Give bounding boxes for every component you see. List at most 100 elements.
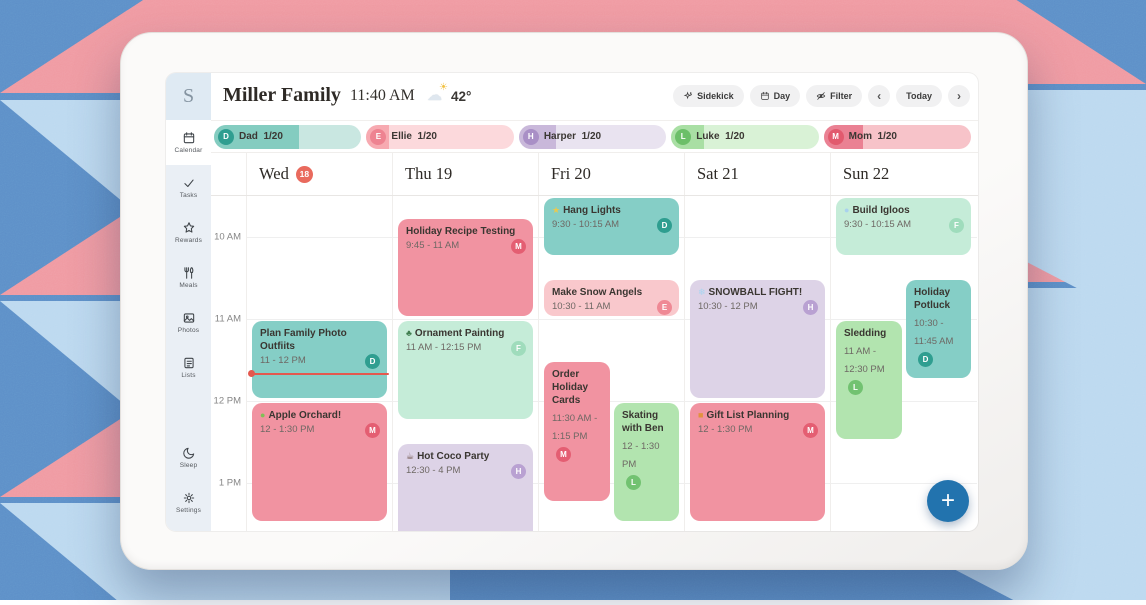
sidebar-item-meals[interactable]: Meals bbox=[166, 255, 211, 300]
event-member-badge: M bbox=[365, 423, 380, 438]
event-time: 9:30 - 10:15 AM bbox=[552, 219, 620, 231]
member-name-count: Luke 1/20 bbox=[696, 131, 745, 142]
igloo-icon: ● bbox=[844, 205, 850, 215]
prev-week-button[interactable]: ‹ bbox=[868, 85, 891, 107]
event-time: 10:30 - 11:45 AM bbox=[914, 318, 954, 347]
today-button[interactable]: Today bbox=[896, 85, 942, 107]
day-column-0: Plan Family Photo Outfiits 11 - 12 PM D … bbox=[246, 196, 393, 531]
sidebar-item-calendar[interactable]: Calendar bbox=[166, 120, 211, 165]
sidebar-item-label: Settings bbox=[175, 507, 202, 514]
calendar-event[interactable]: ♣ Ornament Painting 11 AM - 12:15 PM F bbox=[398, 321, 533, 419]
hour-gridline bbox=[246, 483, 977, 484]
event-footer: 11 AM - 12:15 PM F bbox=[406, 341, 526, 356]
sun-icon: ☀ bbox=[439, 82, 448, 93]
calendar-event[interactable]: ☕ Hot Coco Party 12:30 - 4 PM H bbox=[398, 444, 533, 531]
member-name-count: Harper 1/20 bbox=[543, 131, 602, 142]
member-chip-dad[interactable]: D Dad 1/20 bbox=[214, 124, 362, 149]
day-header-2[interactable]: Fri 20 bbox=[538, 153, 684, 195]
event-member-badge: L bbox=[626, 475, 641, 490]
cocoa-icon: ☕ bbox=[406, 451, 415, 461]
sidebar-item-photos[interactable]: Photos bbox=[166, 300, 211, 345]
sidebar-item-tasks[interactable]: Tasks bbox=[166, 165, 211, 210]
day-header-1[interactable]: Thu 19 bbox=[392, 153, 538, 195]
calendar-event[interactable]: Skating with Ben 12 - 1:30 PM L bbox=[614, 403, 679, 521]
tree-icon: ♣ bbox=[406, 328, 412, 338]
snowflake-icon: ❄ bbox=[698, 287, 706, 297]
hour-gridline bbox=[246, 401, 977, 402]
apple-icon: ● bbox=[260, 410, 266, 420]
member-chip-ellie[interactable]: E Ellie 1/20 bbox=[366, 124, 514, 149]
event-footer: 11:30 AM - 1:15 PM M bbox=[552, 408, 603, 462]
calendar-event[interactable]: Holiday Recipe Testing 9:45 - 11 AM M bbox=[398, 218, 533, 316]
event-member-badge: M bbox=[803, 423, 818, 438]
calendar-event[interactable]: ■ Gift List Planning 12 - 1:30 PM M bbox=[690, 403, 825, 521]
rewards-star-icon bbox=[183, 222, 194, 233]
event-time: 12 - 1:30 PM bbox=[622, 441, 660, 470]
day-label: Sat 21 bbox=[697, 164, 739, 183]
next-week-button[interactable]: › bbox=[948, 85, 970, 107]
sidebar-item-label: Rewards bbox=[174, 237, 203, 244]
calendar-event[interactable]: Sledding 11 AM - 12:30 PM L bbox=[836, 321, 902, 439]
sidebar-spacer bbox=[166, 390, 211, 435]
calendar-event[interactable]: ● Build Igloos 9:30 - 10:15 AM F bbox=[836, 198, 971, 255]
calendar-event[interactable]: Holiday Potluck 10:30 - 11:45 AM D bbox=[906, 280, 971, 378]
day-label: Sun 22 bbox=[843, 164, 890, 183]
member-name-count: Dad 1/20 bbox=[239, 131, 283, 142]
calendar-event[interactable]: Plan Family Photo Outfiits 11 - 12 PM D bbox=[252, 321, 387, 398]
day-label: Wed bbox=[259, 164, 289, 183]
event-title: ❄ SNOWBALL FIGHT! bbox=[698, 287, 803, 298]
event-title: Make Snow Angels bbox=[552, 287, 643, 298]
event-member-badge: L bbox=[848, 380, 863, 395]
lights-icon: ★ bbox=[552, 205, 561, 215]
event-title: Holiday Recipe Testing bbox=[406, 225, 516, 237]
chip-content: H Harper 1/20 bbox=[519, 125, 666, 149]
member-chip-mom[interactable]: M Mom 1/20 bbox=[823, 124, 972, 149]
calendar-event[interactable]: ★ Hang Lights 9:30 - 10:15 AM D bbox=[544, 198, 679, 255]
event-member-badge: F bbox=[949, 218, 964, 233]
calendar-event[interactable]: ❄ SNOWBALL FIGHT! 10:30 - 12 PM H bbox=[690, 280, 825, 398]
sidebar-item-sleep[interactable]: Sleep bbox=[166, 435, 211, 480]
sidekick-button[interactable]: Sidekick bbox=[673, 85, 744, 107]
sidebar-item-label: Tasks bbox=[179, 192, 198, 199]
event-title: ♣ Ornament Painting bbox=[406, 328, 505, 339]
event-title: Skating with Ben bbox=[622, 410, 664, 434]
day-label: Fri 20 bbox=[551, 164, 591, 183]
add-event-button[interactable]: + bbox=[927, 480, 969, 522]
calendar-icon bbox=[183, 132, 194, 144]
filter-button[interactable]: Filter bbox=[806, 85, 863, 107]
event-time: 10:30 - 12 PM bbox=[698, 301, 758, 313]
sparkle-icon bbox=[683, 91, 692, 100]
event-member-badge: H bbox=[803, 300, 818, 315]
event-footer: 9:45 - 11 AM M bbox=[406, 238, 526, 254]
calendar-event[interactable]: ● Apple Orchard! 12 - 1:30 PM M bbox=[252, 403, 387, 521]
chip-content: D Dad 1/20 bbox=[214, 125, 361, 149]
member-name-count: Ellie 1/20 bbox=[391, 131, 437, 142]
app-logo: S bbox=[166, 73, 211, 120]
time-label: 10 AM bbox=[214, 231, 241, 243]
view-day-button[interactable]: Day bbox=[749, 85, 801, 107]
event-title: ● Apple Orchard! bbox=[260, 410, 342, 421]
day-header-0[interactable]: Wed 18 bbox=[246, 153, 392, 195]
sidebar-item-lists[interactable]: Lists bbox=[166, 345, 211, 390]
button-label: Filter bbox=[830, 91, 853, 101]
app-screen: S Calendar Tasks Rewards Meals Photos Lists Sl… bbox=[166, 73, 978, 531]
day-header-3[interactable]: Sat 21 bbox=[684, 153, 830, 195]
day-column-1: Holiday Recipe Testing 9:45 - 11 AM M ♣ O… bbox=[392, 196, 539, 531]
day-header-4[interactable]: Sun 22 bbox=[830, 153, 976, 195]
button-label: Today bbox=[906, 91, 932, 101]
button-label: Sidekick bbox=[697, 91, 734, 101]
day-header-row: Wed 18 Thu 19 Fri 20 Sat 21 Sun 22 bbox=[211, 153, 978, 196]
sidebar-item-settings[interactable]: Settings bbox=[166, 480, 211, 525]
event-time: 12 - 1:30 PM bbox=[698, 424, 753, 436]
calendar-event[interactable]: Make Snow Angels 10:30 - 11 AM E bbox=[544, 280, 679, 316]
member-chip-luke[interactable]: L Luke 1/20 bbox=[671, 124, 819, 149]
calendar-event[interactable]: Order Holiday Cards 11:30 AM - 1:15 PM M bbox=[544, 362, 610, 501]
event-footer: 10:30 - 11:45 AM D bbox=[914, 313, 964, 367]
sidebar-item-rewards[interactable]: Rewards bbox=[166, 210, 211, 255]
day-column-4: ● Build Igloos 9:30 - 10:15 AM F Holiday … bbox=[830, 196, 977, 531]
member-avatar: E bbox=[370, 128, 387, 145]
event-footer: 9:30 - 10:15 AM F bbox=[844, 218, 964, 233]
event-footer: 12 - 1:30 PM M bbox=[698, 423, 818, 438]
member-chip-harper[interactable]: H Harper 1/20 bbox=[518, 124, 667, 149]
cloud-icon: ☁ bbox=[427, 87, 442, 104]
